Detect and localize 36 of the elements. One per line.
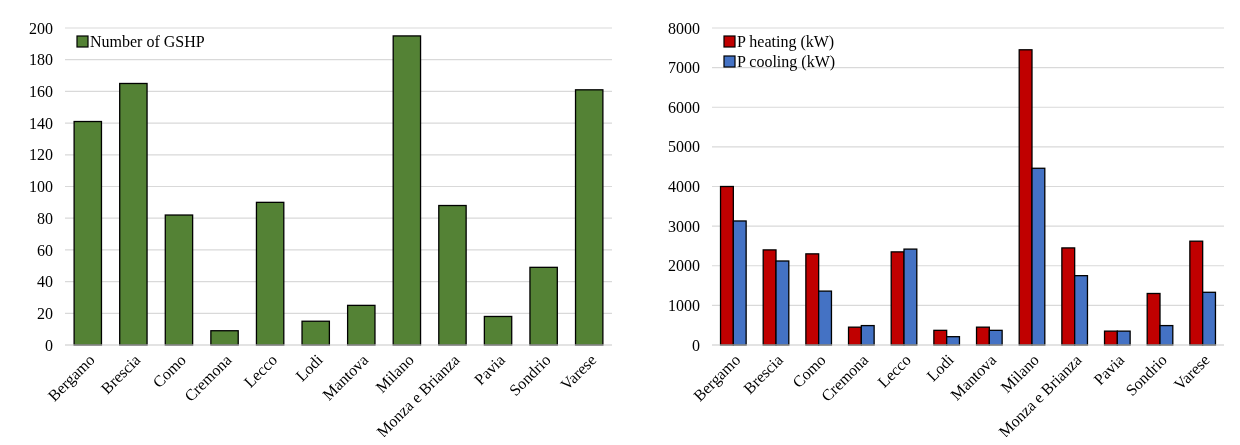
bar [301,320,331,346]
y-tick-label: 3000 [668,217,700,235]
bar [346,304,376,346]
bar [529,266,558,346]
y-tick-label: 60 [37,241,53,259]
y-tick-label: 160 [29,83,53,100]
y-tick-label: 1000 [668,296,700,314]
x-tick-label: Lodi [292,350,327,385]
y-tick-label: 180 [29,51,53,69]
y-tick-label: 0 [692,336,700,354]
y-tick-label: 7000 [668,59,700,77]
bar [119,82,148,346]
legend-label: Number of GSHP [90,33,205,51]
bar [164,214,194,346]
y-tick-label: 200 [29,19,53,37]
y-tick-label: 100 [29,178,53,196]
bar [210,330,239,346]
y-tick-label: 6000 [668,98,700,116]
y-tick-label: 120 [29,146,53,164]
y-tick-label: 4000 [668,178,700,196]
y-tick-label: 2000 [668,257,700,275]
y-tick-label: 140 [29,114,53,132]
bar [73,120,103,346]
bar [483,315,513,346]
y-tick-label: 5000 [668,138,700,156]
y-tick-label: 20 [37,304,53,322]
bar [438,204,467,346]
bar [392,35,422,346]
bar [255,201,285,346]
legend-label: P heating (kW) [737,33,835,52]
y-tick-label: 8000 [668,19,700,37]
y-tick-label: 80 [37,209,53,227]
y-tick-label: 0 [45,336,53,354]
bar [574,89,604,346]
y-tick-label: 40 [37,273,53,291]
legend-label: P cooling (kW) [737,53,836,72]
